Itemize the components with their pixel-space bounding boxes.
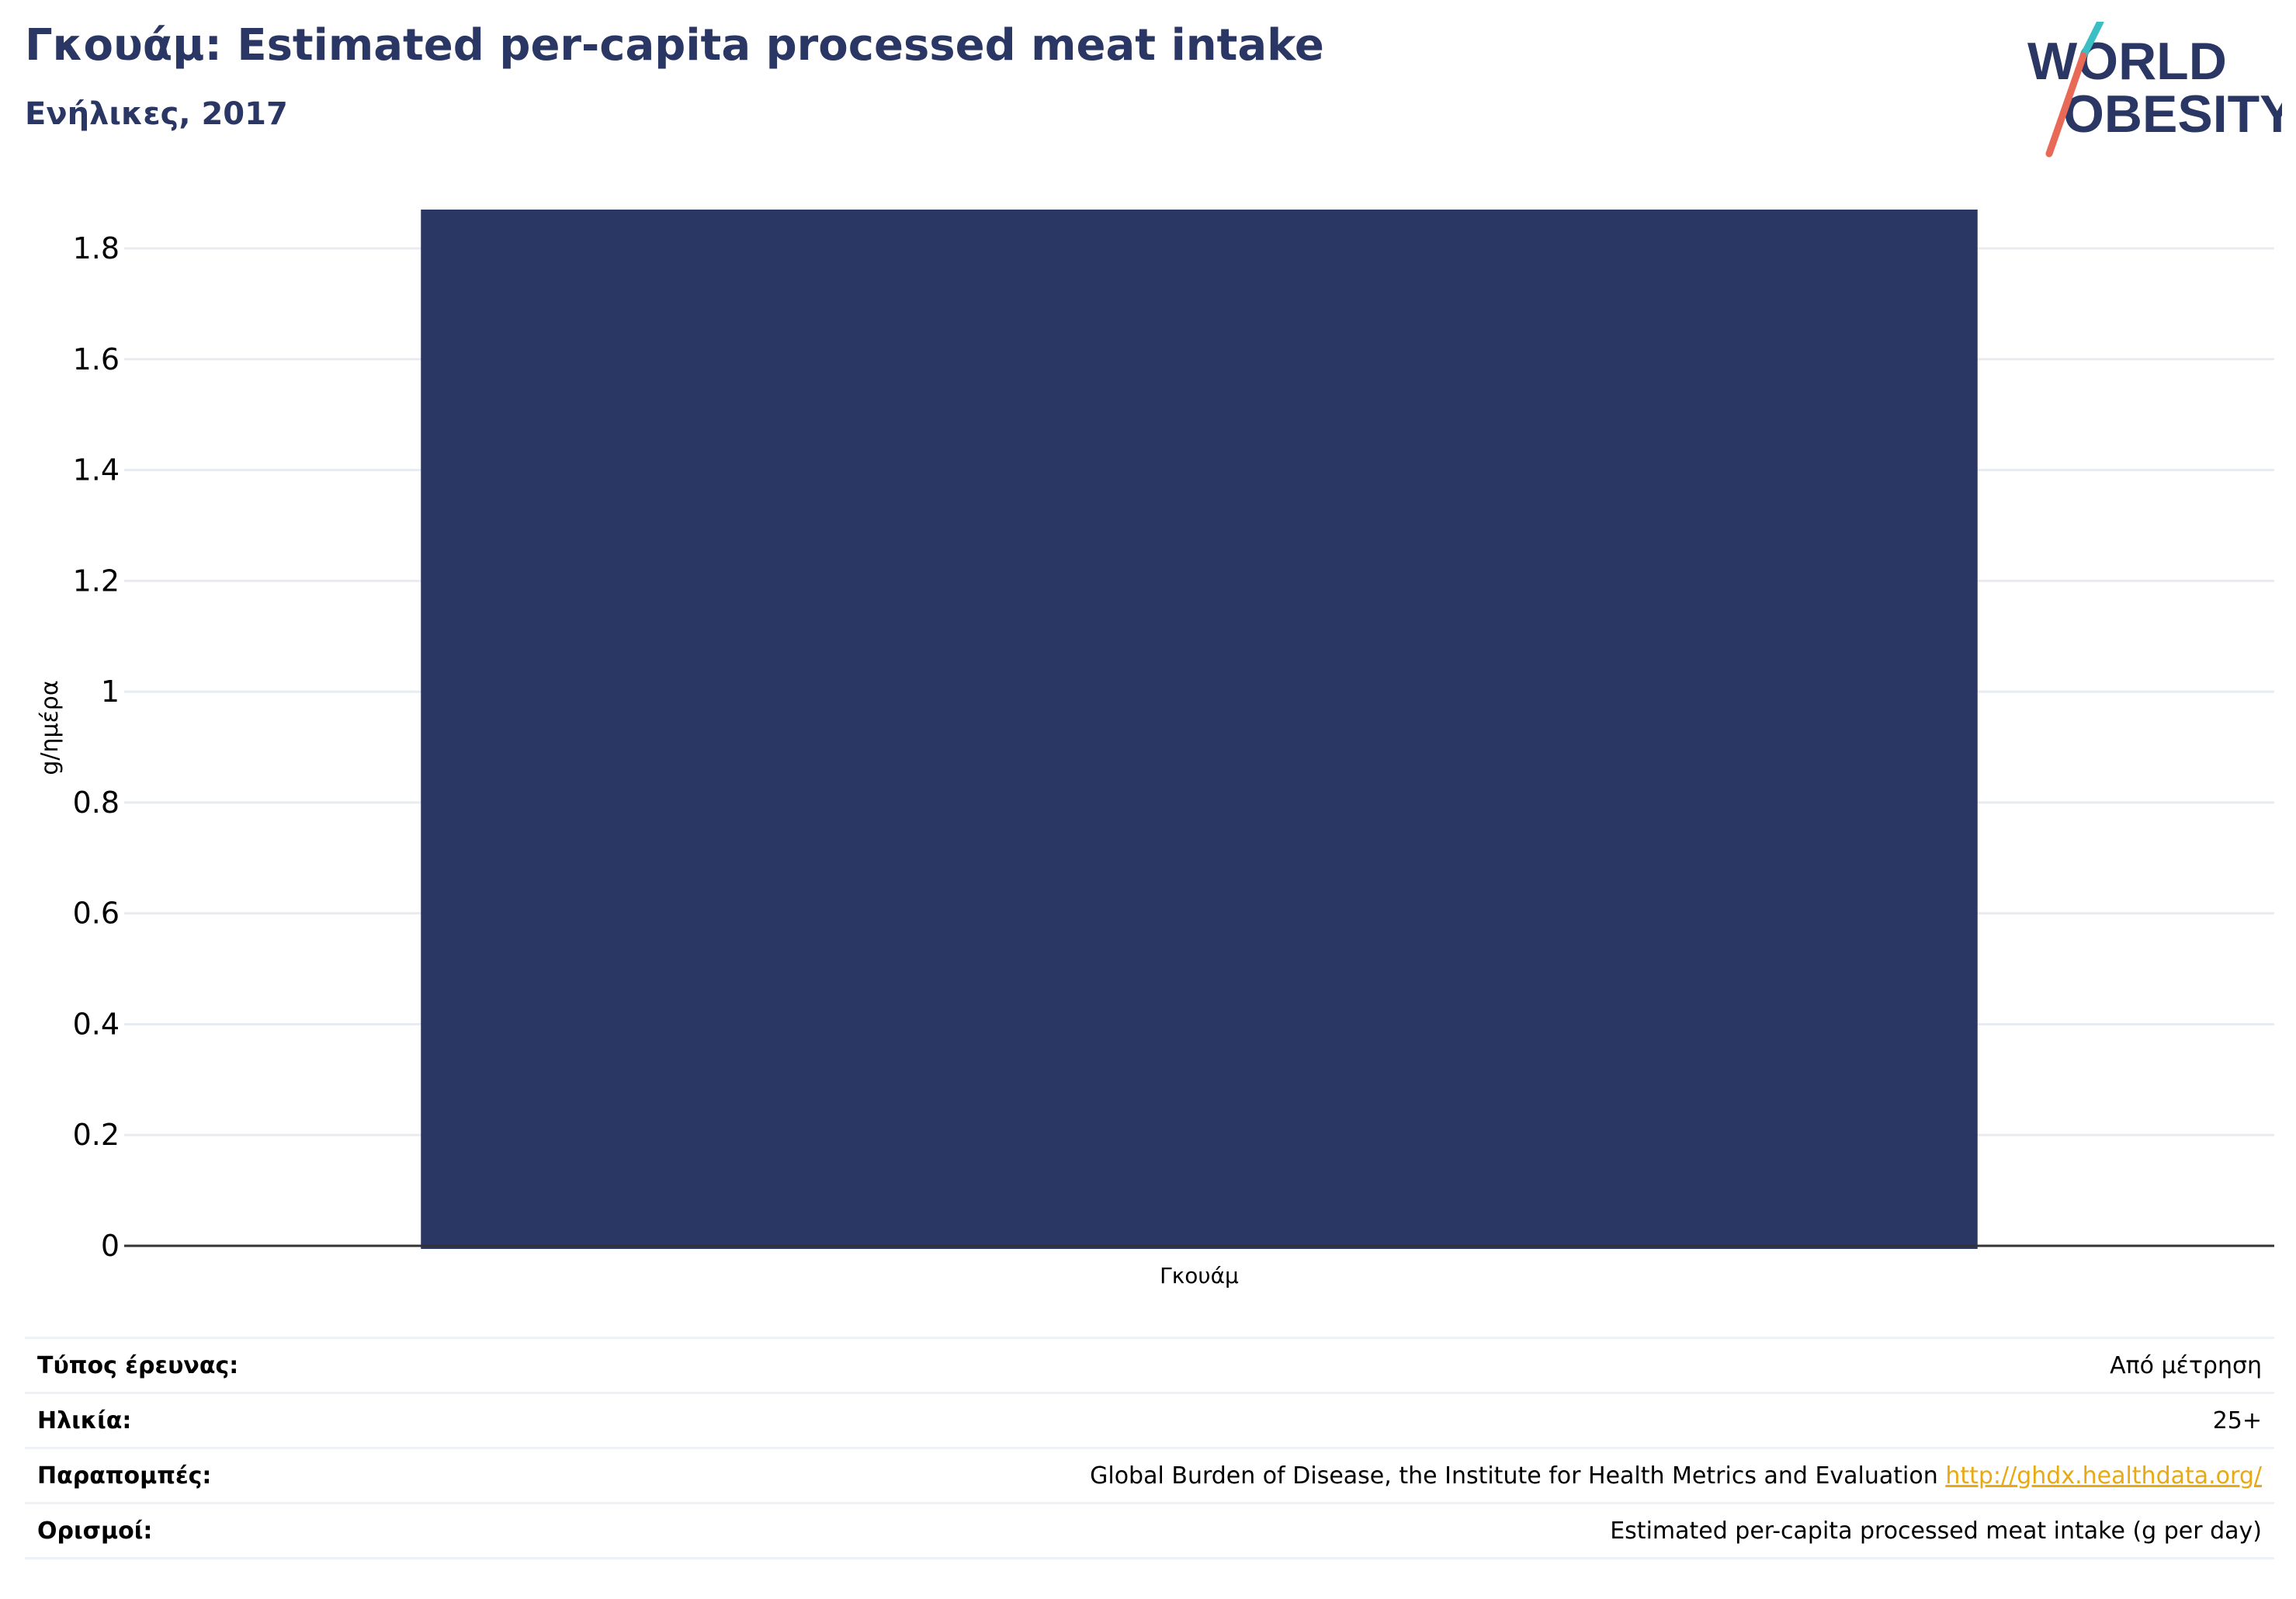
y-tick-label: 0 bbox=[101, 1229, 120, 1263]
reference-link[interactable]: http://ghdx.healthdata.org/ bbox=[1945, 1462, 2262, 1490]
meta-value-references: Global Burden of Disease, the Institute … bbox=[382, 1448, 2274, 1504]
bar-chart: 0 0.2 0.4 0.6 0.8 1 1.2 1.4 1.6 1.8 Γκουάμ g/ημέρ… bbox=[36, 210, 2274, 1289]
meta-row-survey-type: Τύπος έρευνας: Από μέτρηση bbox=[25, 1337, 2274, 1393]
logo-word-obesity: OBESITY bbox=[2063, 85, 2282, 144]
reference-text: Global Burden of Disease, the Institute … bbox=[1090, 1462, 1938, 1490]
meta-row-definitions: Ορισμοί: Estimated per-capita processed … bbox=[25, 1503, 2274, 1559]
y-tick-labels: 0 0.2 0.4 0.6 0.8 1 1.2 1.4 1.6 1.8 bbox=[73, 231, 120, 1263]
y-tick-label: 1.6 bbox=[73, 342, 120, 376]
y-tick-label: 1.2 bbox=[73, 564, 120, 598]
logo-slash-coral bbox=[2045, 52, 2087, 158]
bars bbox=[421, 210, 1978, 1249]
y-tick-label: 0.4 bbox=[73, 1007, 120, 1041]
meta-row-references: Παραπομπές: Global Burden of Disease, th… bbox=[25, 1448, 2274, 1504]
meta-value: Estimated per-capita processed meat inta… bbox=[1610, 1517, 2262, 1545]
logo-word-world: WORLD bbox=[2027, 32, 2227, 91]
meta-label: Παραπομπές: bbox=[37, 1462, 212, 1490]
x-tick-label: Γκουάμ bbox=[1160, 1263, 1239, 1289]
y-axis-label: g/ημέρα bbox=[36, 680, 64, 775]
y-tick-label: 0.6 bbox=[73, 897, 120, 931]
meta-label: Τύπος έρευνας: bbox=[37, 1351, 239, 1379]
logo-slash-teal bbox=[2079, 22, 2104, 60]
world-obesity-logo: WORLD OBESITY bbox=[2027, 22, 2282, 158]
chart-subtitle: Ενήλικες, 2017 bbox=[25, 96, 288, 132]
meta-value: Από μέτρηση bbox=[2110, 1351, 2262, 1379]
y-tick-label: 0.2 bbox=[73, 1118, 120, 1152]
bar bbox=[421, 210, 1978, 1249]
meta-label: Ορισμοί: bbox=[37, 1517, 153, 1545]
y-tick-label: 0.8 bbox=[73, 786, 120, 820]
meta-value: 25+ bbox=[2212, 1406, 2262, 1434]
meta-row-age: Ηλικία: 25+ bbox=[25, 1393, 2274, 1448]
y-tick-label: 1 bbox=[101, 675, 120, 709]
meta-label: Ηλικία: bbox=[37, 1406, 132, 1434]
chart-title: Γκουάμ: Estimated per-capita processed m… bbox=[25, 20, 1324, 71]
x-tick-labels: Γκουάμ bbox=[1160, 1263, 1239, 1289]
metadata-table: Τύπος έρευνας: Από μέτρηση Ηλικία: 25+ Π… bbox=[25, 1337, 2274, 1559]
y-tick-label: 1.8 bbox=[73, 231, 120, 265]
y-tick-label: 1.4 bbox=[73, 453, 120, 487]
